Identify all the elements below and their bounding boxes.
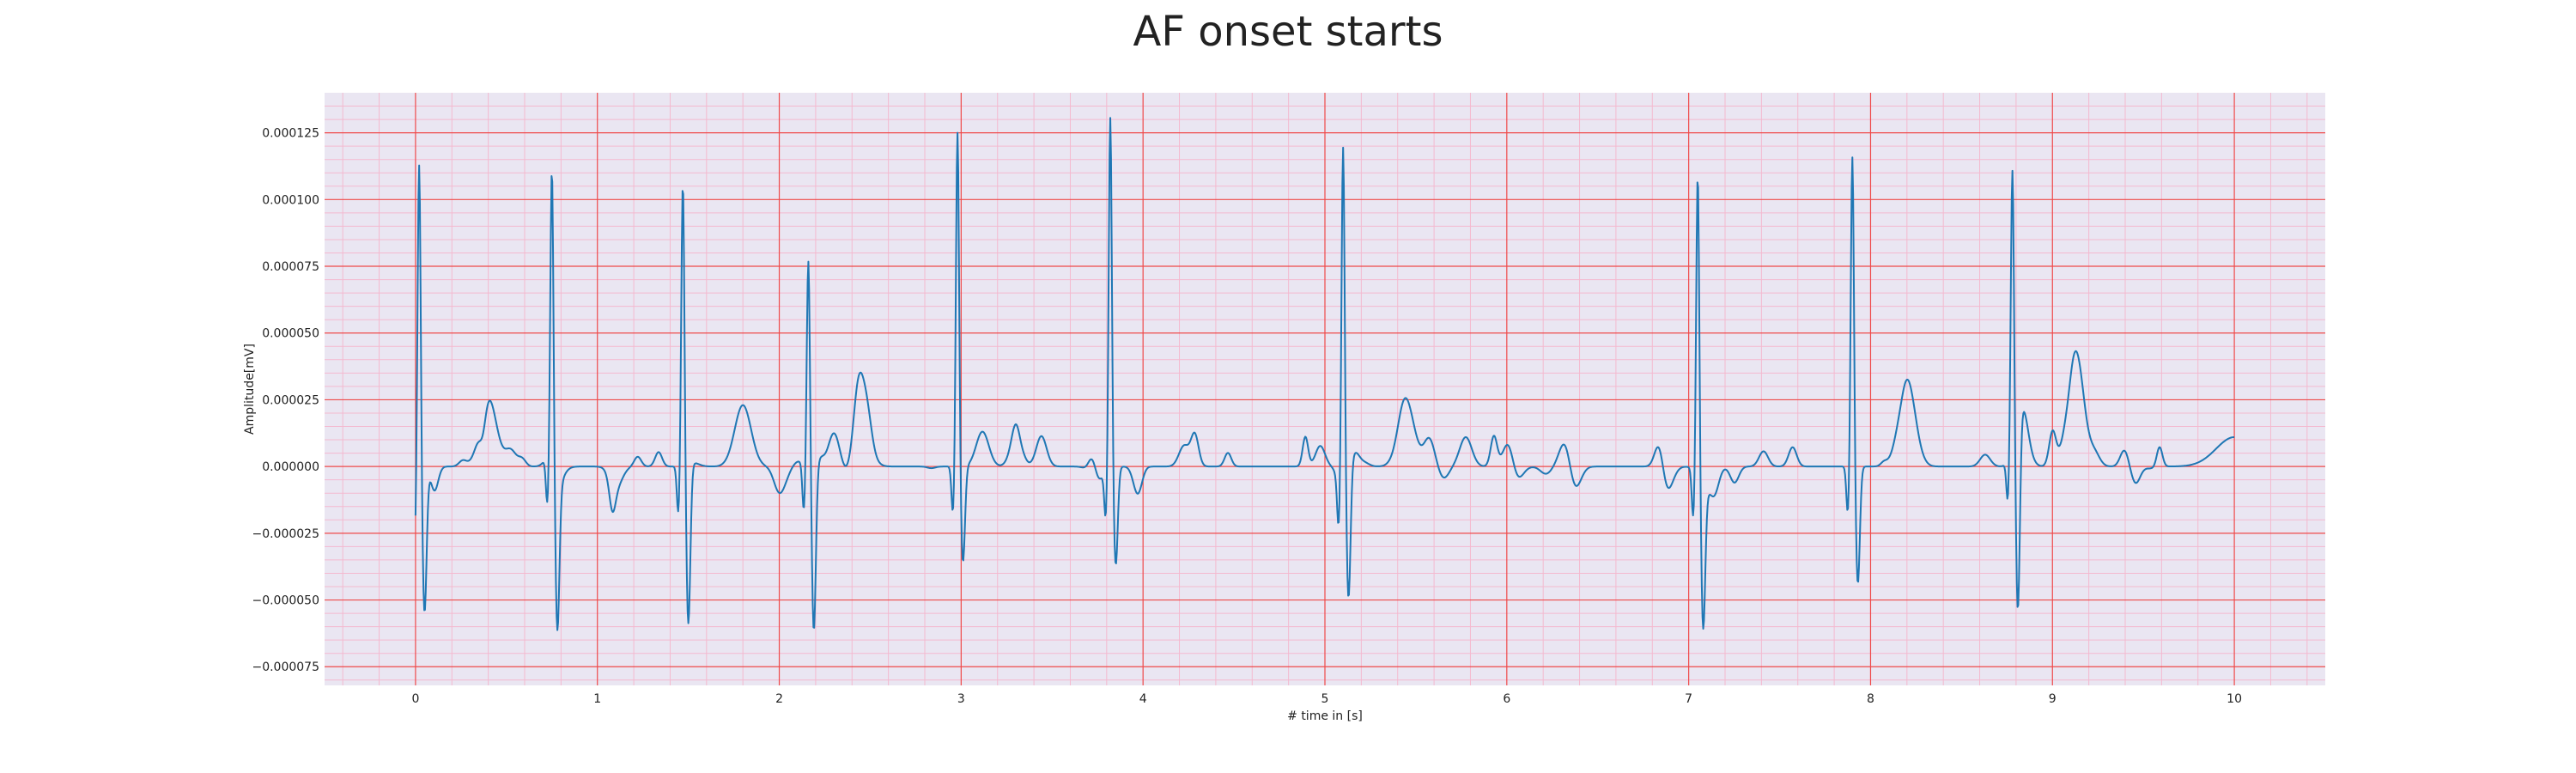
- x-tick-label: 10: [2227, 692, 2242, 706]
- y-tick-label: −0.000025: [252, 527, 319, 541]
- y-tick-label: −0.000050: [252, 594, 319, 608]
- ecg-trace-line: [414, 117, 2235, 631]
- x-tick-label: 1: [593, 692, 601, 706]
- x-tick-label: 5: [1321, 692, 1329, 706]
- y-tick-label: 0.000100: [262, 193, 319, 207]
- y-tick-label: −0.000075: [252, 660, 319, 674]
- y-axis-ticks: −0.000075 −0.000050 −0.000025 0.000000 0.000…: [252, 127, 319, 675]
- y-tick-label: 0.000000: [262, 460, 319, 474]
- x-tick-label: 2: [775, 692, 783, 706]
- y-tick-label: 0.000025: [262, 393, 319, 407]
- x-axis-label: # time in [s]: [1287, 709, 1363, 723]
- x-tick-label: 9: [2049, 692, 2057, 706]
- x-tick-label: 3: [957, 692, 965, 706]
- y-tick-label: 0.000125: [262, 127, 319, 141]
- y-axis-label: Amplitude[mV]: [243, 344, 257, 435]
- x-tick-label: 0: [411, 692, 419, 706]
- ecg-trace: [414, 117, 2235, 631]
- x-tick-label: 4: [1139, 692, 1147, 706]
- y-tick-label: 0.000075: [262, 260, 319, 274]
- x-tick-label: 6: [1503, 692, 1510, 706]
- x-tick-label: 7: [1685, 692, 1692, 706]
- x-tick-label: 8: [1867, 692, 1874, 706]
- y-tick-label: 0.000050: [262, 327, 319, 341]
- chart-title: AF onset starts: [1133, 8, 1443, 56]
- x-axis-ticks: 0 1 2 3 4 5 6 7 8 9 10: [411, 692, 2242, 706]
- major-grid: [325, 93, 2325, 685]
